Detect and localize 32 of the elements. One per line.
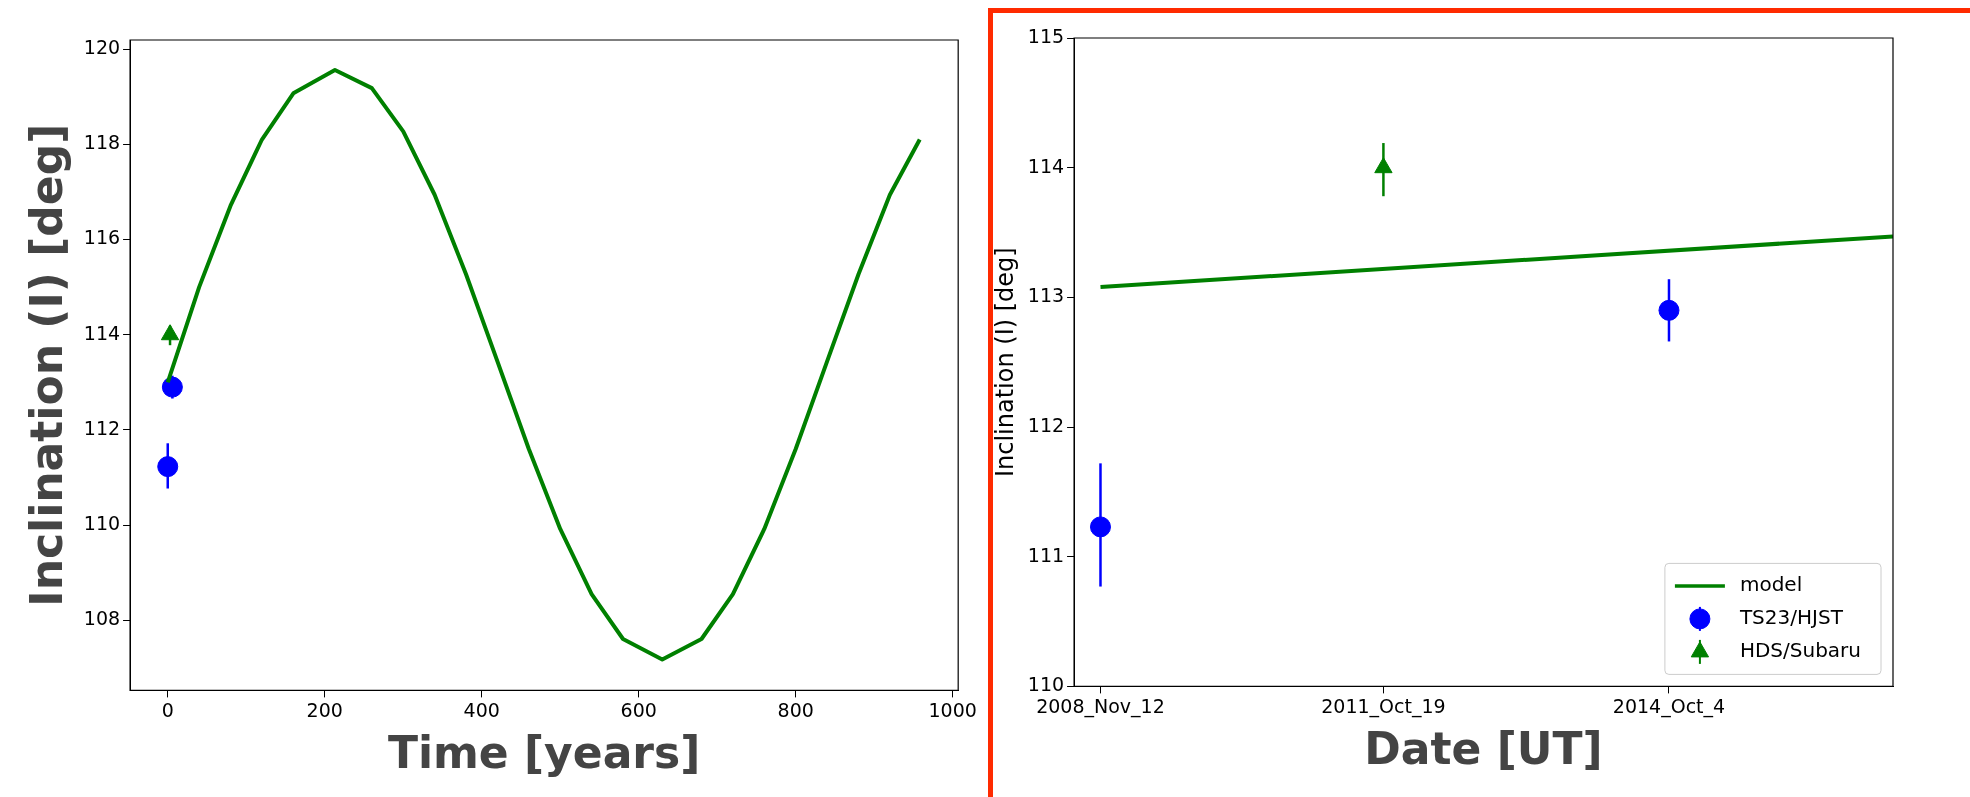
x-axis-title: Date [UT]: [1364, 723, 1603, 775]
y-tick-label: 118: [83, 131, 121, 154]
y-tick-label: 114: [83, 321, 121, 344]
x-axis-title: Time [years]: [387, 727, 701, 779]
point: [1089, 516, 1111, 538]
y-tick-label: 111: [1027, 543, 1065, 566]
x-tick-label: 2008_Nov_12: [1036, 694, 1165, 718]
y-tick-label: 120: [83, 35, 121, 58]
x-tick-label: 400: [463, 698, 500, 721]
legend-label: HDS/Subaru: [1739, 638, 1861, 663]
x-tick-label: 2011_Oct_19: [1321, 694, 1446, 718]
x-tick-label: 0: [161, 698, 174, 721]
y-tick-label: 108: [83, 607, 121, 630]
legend-label: TS23/HJST: [1738, 605, 1844, 630]
y-tick-label: 112: [83, 416, 121, 439]
y-tick-label: 113: [1027, 284, 1065, 307]
y-tick-label: 116: [83, 226, 121, 249]
x-tick-label: 600: [620, 698, 657, 721]
x-tick-label: 200: [306, 698, 343, 721]
point: [1374, 157, 1393, 174]
x-tick-label: 1000: [928, 698, 977, 721]
y-tick-label: 110: [1027, 673, 1065, 696]
y-tick-label: 112: [1027, 413, 1065, 436]
y-tick-label: 114: [1027, 154, 1065, 177]
point: [1658, 299, 1680, 321]
y-axis-title: Inclination (I) [deg]: [990, 247, 1019, 478]
y-axis-title: Inclination (I) [deg]: [20, 123, 72, 607]
x-tick-label: 800: [777, 698, 814, 721]
legend-label: model: [1739, 572, 1803, 597]
y-tick-label: 110: [83, 512, 121, 535]
y-tick-label: 115: [1027, 24, 1065, 47]
x-tick-label: 2014_Oct_4: [1612, 694, 1726, 718]
